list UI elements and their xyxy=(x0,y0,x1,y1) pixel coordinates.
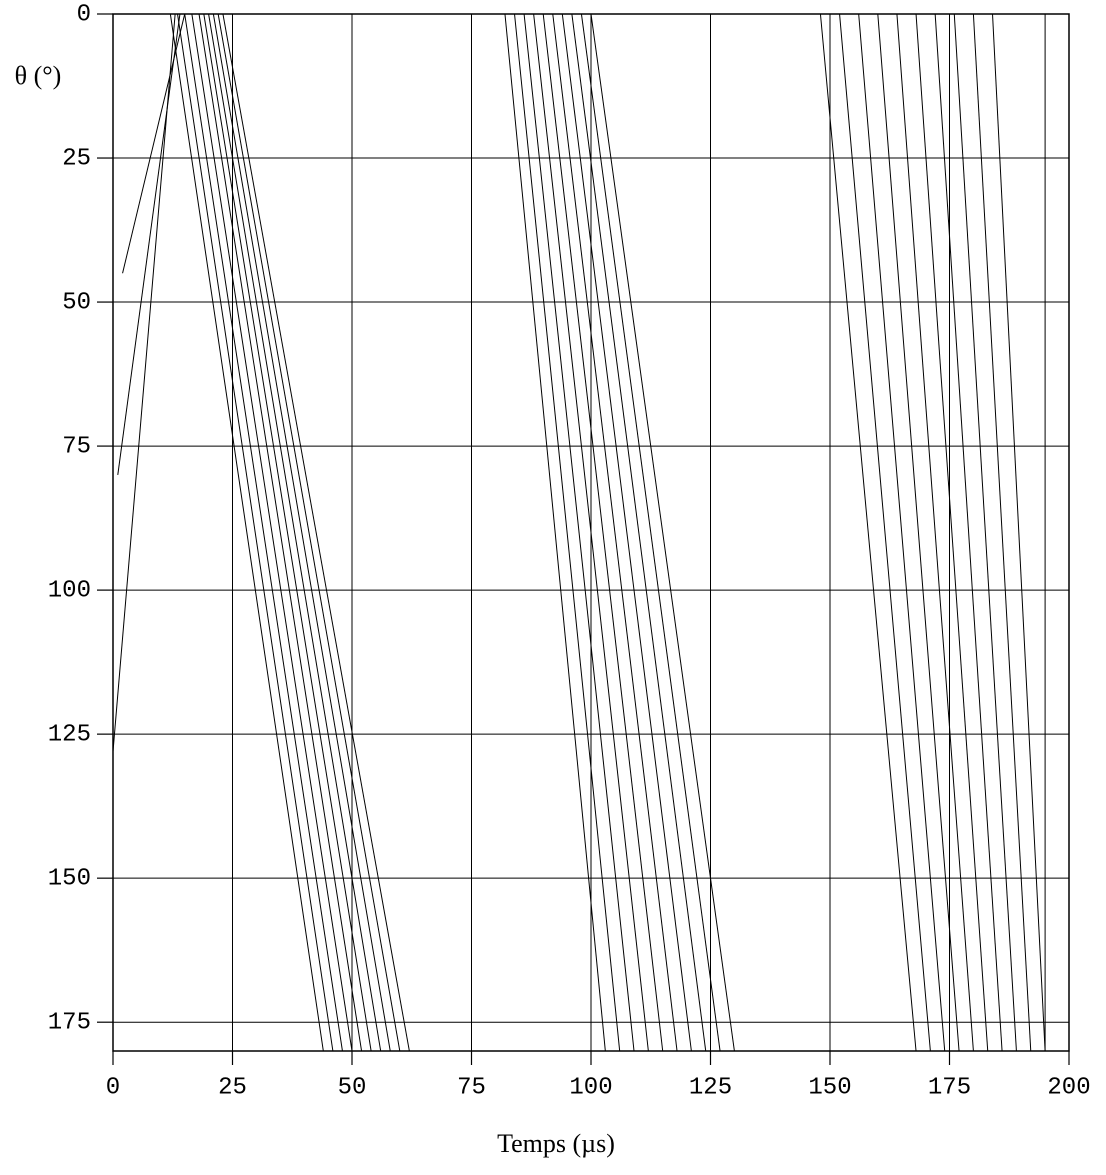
contour-line xyxy=(208,14,382,1051)
contour-line xyxy=(523,14,635,1051)
y-tick-label: 0 xyxy=(77,1,91,28)
contour-line xyxy=(203,14,372,1051)
y-tick-label: 150 xyxy=(48,866,91,893)
y-tick-label: 175 xyxy=(48,1010,91,1037)
contour-line xyxy=(858,14,946,1051)
y-axis-label: θ (°) xyxy=(15,61,62,90)
x-tick-label: 125 xyxy=(689,1074,732,1101)
y-tick-label: 50 xyxy=(62,289,91,316)
y-tick-label: 25 xyxy=(62,145,91,172)
contour-line xyxy=(934,14,1003,1051)
x-axis-label: Temps (µs) xyxy=(497,1129,615,1158)
contour-line xyxy=(877,14,960,1051)
contour-line xyxy=(113,14,176,752)
contour-line xyxy=(561,14,692,1051)
contour-line xyxy=(122,14,186,274)
x-tick-label: 50 xyxy=(338,1074,367,1101)
contour-line xyxy=(177,14,334,1051)
contour-line xyxy=(972,14,1032,1051)
contour-line xyxy=(184,14,343,1051)
y-tick-label: 100 xyxy=(48,577,91,604)
contour-line xyxy=(580,14,721,1051)
contour-line xyxy=(169,14,324,1051)
x-tick-label: 0 xyxy=(106,1074,120,1101)
contour-line xyxy=(552,14,678,1051)
contour-line xyxy=(992,14,1046,1051)
contour-line xyxy=(533,14,649,1051)
contour-line xyxy=(915,14,989,1051)
contour-line xyxy=(117,14,181,475)
y-tick-label: 75 xyxy=(62,433,91,460)
contour-line xyxy=(571,14,707,1051)
x-tick-label: 200 xyxy=(1047,1074,1090,1101)
contour-line xyxy=(504,14,606,1051)
x-tick-label: 100 xyxy=(569,1074,612,1101)
x-tick-label: 25 xyxy=(218,1074,247,1101)
contour-line xyxy=(191,14,353,1051)
contour-line xyxy=(819,14,917,1051)
contours xyxy=(113,14,1046,1051)
contour-line xyxy=(212,14,391,1051)
contour-line xyxy=(590,14,735,1051)
contour-line xyxy=(542,14,664,1051)
contour-line xyxy=(217,14,401,1051)
x-tick-label: 150 xyxy=(808,1074,851,1101)
y-tick-label: 125 xyxy=(48,721,91,748)
contour-line xyxy=(839,14,931,1051)
contour-line xyxy=(222,14,410,1051)
contour-line xyxy=(514,14,621,1051)
x-tick-label: 175 xyxy=(928,1074,971,1101)
x-tick-label: 75 xyxy=(457,1074,486,1101)
contour-line xyxy=(953,14,1017,1051)
contour-line xyxy=(198,14,363,1051)
contour-line xyxy=(896,14,974,1051)
